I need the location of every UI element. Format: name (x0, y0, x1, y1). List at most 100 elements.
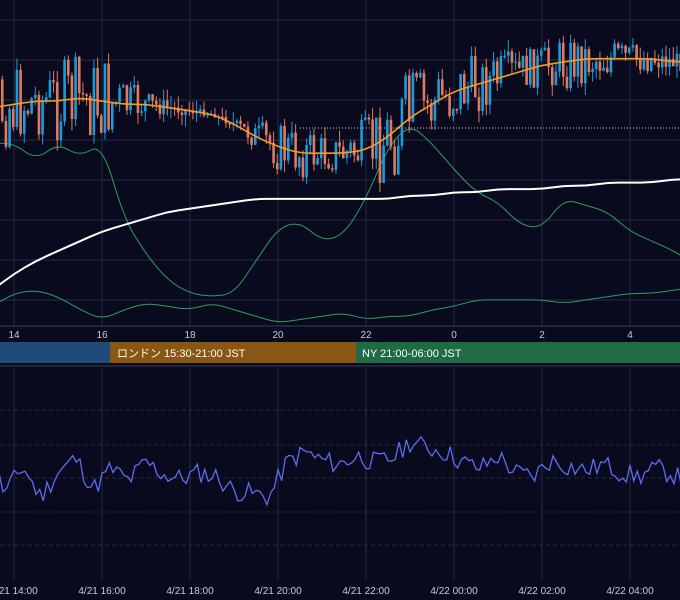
candle-body (470, 55, 473, 87)
candle-body (15, 69, 19, 127)
x-tick-label: 4/22 02:00 (518, 586, 566, 597)
candle-body (294, 132, 297, 168)
candle-body (528, 49, 532, 85)
candle-body (649, 58, 653, 71)
candle-body (125, 85, 129, 111)
candle-body (305, 144, 308, 178)
candle-body (642, 58, 646, 70)
candle-body (653, 58, 657, 63)
candle-body (180, 112, 184, 116)
candle-body (510, 51, 514, 63)
candle-body (323, 138, 327, 164)
bollinger-upper-line (0, 128, 680, 297)
candle-body (363, 117, 367, 120)
candle-body (334, 142, 338, 170)
x-tick-label: 14 (8, 330, 20, 341)
candle-body (198, 109, 202, 112)
candle-body (158, 104, 162, 115)
candle-body (242, 123, 246, 127)
candle-body (264, 122, 268, 136)
candle-body (297, 157, 301, 168)
candle-body (396, 145, 400, 175)
candle-body (657, 62, 660, 68)
candle-body (352, 142, 356, 156)
candle-body (33, 94, 37, 99)
candle-body (55, 82, 59, 141)
long-moving-average-line (0, 178, 680, 286)
bollinger-bands (0, 128, 680, 323)
candlestick-series (0, 34, 680, 192)
candle-body (382, 145, 385, 183)
candle-body (140, 111, 143, 113)
candle-body (268, 135, 272, 143)
candle-body (360, 119, 363, 161)
candle-body (620, 45, 624, 49)
candle-body (506, 51, 510, 56)
candle-body (206, 114, 209, 116)
candle-body (613, 43, 616, 58)
candle-body (283, 125, 286, 161)
candle-body (411, 72, 415, 122)
candle-body (367, 117, 371, 120)
candle-body (503, 55, 506, 58)
x-tick-label: 4/21 22:00 (342, 586, 390, 597)
x-tick-label: 2 (539, 330, 545, 341)
x-tick-label: 4/21 18:00 (166, 586, 214, 597)
x-tick-label: 4 (627, 330, 633, 341)
candle-body (635, 45, 638, 60)
candle-body (631, 45, 635, 48)
candle-body (514, 61, 517, 64)
session-ny-label: NY 21:00-06:00 JST (362, 348, 462, 360)
x-tick-label: 20 (272, 330, 284, 341)
candle-body (624, 45, 627, 53)
candle-body (8, 108, 11, 147)
x-tick-label: 4/21 16:00 (78, 586, 126, 597)
candle-body (154, 100, 158, 105)
candle-body (165, 100, 169, 108)
candle-body (404, 75, 407, 99)
candle-body (220, 116, 224, 118)
candle-body (488, 75, 492, 105)
session-ny-band (356, 342, 680, 363)
candle-body (19, 69, 22, 134)
candle-body (250, 137, 253, 145)
session-tokyo-band (0, 342, 110, 363)
candle-body (239, 120, 242, 124)
candle-body (554, 71, 558, 86)
candle-body (338, 142, 341, 147)
oscillator-panel-x-axis: 4/21 14:00 4/21 16:00 4/21 18:00 4/21 20:00… (0, 586, 654, 597)
x-tick-label: 16 (96, 330, 108, 341)
candle-body (88, 96, 92, 136)
candle-body (521, 55, 525, 68)
candle-body (107, 63, 110, 130)
candle-body (30, 98, 33, 114)
candle-body (11, 108, 15, 127)
candle-body (96, 67, 99, 116)
candle-body (121, 85, 125, 88)
candle-body (0, 79, 4, 121)
candle-body (598, 61, 602, 71)
candle-body (495, 61, 499, 84)
candle-body (437, 79, 440, 100)
candle-body (345, 151, 349, 159)
candle-body (426, 100, 429, 104)
short-moving-average-line (0, 57, 680, 155)
candle-body (448, 95, 451, 116)
candle-body (52, 80, 55, 83)
candle-body (92, 67, 96, 136)
session-london-band (110, 342, 356, 363)
candle-body (605, 67, 609, 73)
candle-body (459, 74, 462, 110)
candle-body (473, 55, 477, 97)
candle-body (176, 107, 180, 113)
candle-body (609, 57, 613, 73)
candle-body (422, 72, 426, 101)
candle-body (576, 46, 580, 77)
candle-body (407, 75, 411, 122)
candle-body (583, 49, 587, 84)
candle-body (385, 119, 389, 146)
candle-body (308, 135, 312, 145)
candle-body (499, 56, 503, 84)
candle-body (301, 157, 305, 178)
candle-body (517, 61, 521, 68)
